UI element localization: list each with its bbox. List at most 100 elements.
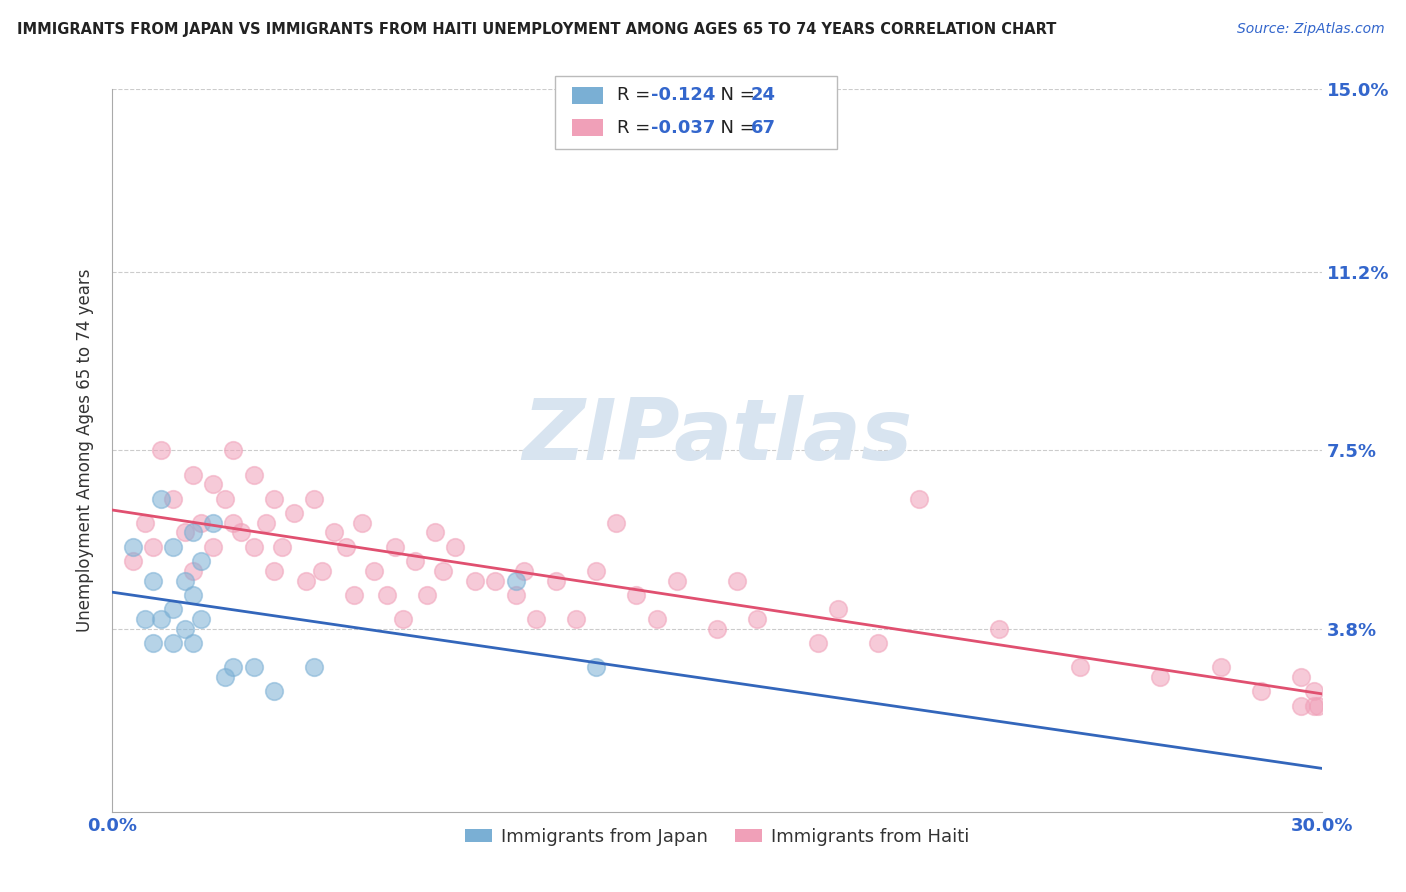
Point — [302, 660, 325, 674]
Point — [214, 670, 236, 684]
Point — [190, 516, 212, 530]
Point — [335, 540, 357, 554]
Point — [404, 554, 426, 568]
Point — [1069, 660, 1091, 674]
Point — [295, 574, 318, 588]
Point — [585, 660, 607, 674]
Point — [121, 540, 143, 554]
Point — [190, 612, 212, 626]
Point — [181, 564, 204, 578]
Point — [263, 491, 285, 506]
Text: R =: R = — [617, 87, 657, 104]
Text: ZIPatlas: ZIPatlas — [522, 394, 912, 477]
Legend: Immigrants from Japan, Immigrants from Haiti: Immigrants from Japan, Immigrants from H… — [457, 821, 977, 854]
Point — [544, 574, 567, 588]
Point — [190, 554, 212, 568]
Point — [645, 612, 668, 626]
Point — [134, 612, 156, 626]
Point — [202, 540, 225, 554]
Point — [263, 684, 285, 698]
Point — [242, 660, 264, 674]
Point — [375, 588, 398, 602]
Text: -0.124: -0.124 — [651, 87, 716, 104]
Point — [142, 540, 165, 554]
Point — [868, 636, 890, 650]
Point — [162, 491, 184, 506]
Point — [174, 574, 197, 588]
Point — [162, 540, 184, 554]
Point — [242, 540, 264, 554]
Point — [162, 602, 184, 616]
Point — [505, 574, 527, 588]
Point — [626, 588, 648, 602]
Point — [827, 602, 849, 616]
Text: Source: ZipAtlas.com: Source: ZipAtlas.com — [1237, 22, 1385, 37]
Point — [432, 564, 454, 578]
Point — [181, 467, 204, 482]
Point — [142, 636, 165, 650]
Point — [565, 612, 588, 626]
Point — [181, 588, 204, 602]
Text: R =: R = — [617, 119, 657, 136]
Point — [1302, 684, 1324, 698]
Point — [202, 516, 225, 530]
Point — [142, 574, 165, 588]
Point — [747, 612, 769, 626]
Point — [174, 622, 197, 636]
Point — [263, 564, 285, 578]
Point — [149, 491, 172, 506]
Point — [181, 636, 204, 650]
Point — [323, 525, 346, 540]
Point — [585, 564, 607, 578]
Point — [1302, 698, 1324, 713]
Point — [121, 554, 143, 568]
Point — [270, 540, 292, 554]
Point — [416, 588, 439, 602]
Text: N =: N = — [709, 119, 761, 136]
Point — [391, 612, 413, 626]
Point — [343, 588, 366, 602]
Point — [384, 540, 406, 554]
Point — [505, 588, 527, 602]
Point — [512, 564, 534, 578]
Point — [423, 525, 446, 540]
Point — [524, 612, 547, 626]
Point — [214, 491, 236, 506]
Point — [174, 525, 197, 540]
Point — [222, 660, 245, 674]
Text: N =: N = — [709, 87, 761, 104]
Point — [162, 636, 184, 650]
Point — [1291, 698, 1313, 713]
Point — [1209, 660, 1232, 674]
Point — [181, 525, 204, 540]
Point — [484, 574, 506, 588]
Point — [231, 525, 253, 540]
Point — [464, 574, 486, 588]
Point — [1250, 684, 1272, 698]
Point — [242, 467, 264, 482]
Text: 24: 24 — [751, 87, 776, 104]
Point — [807, 636, 830, 650]
Text: 67: 67 — [751, 119, 776, 136]
Point — [725, 574, 748, 588]
Point — [222, 443, 245, 458]
Point — [283, 506, 305, 520]
Text: -0.037: -0.037 — [651, 119, 716, 136]
Point — [149, 443, 172, 458]
Point — [1306, 698, 1329, 713]
Point — [222, 516, 245, 530]
Point — [1149, 670, 1171, 684]
Point — [605, 516, 627, 530]
Point — [444, 540, 467, 554]
Point — [1291, 670, 1313, 684]
Point — [254, 516, 277, 530]
Point — [907, 491, 929, 506]
Y-axis label: Unemployment Among Ages 65 to 74 years: Unemployment Among Ages 65 to 74 years — [76, 268, 94, 632]
Point — [352, 516, 374, 530]
Point — [311, 564, 333, 578]
Text: IMMIGRANTS FROM JAPAN VS IMMIGRANTS FROM HAITI UNEMPLOYMENT AMONG AGES 65 TO 74 : IMMIGRANTS FROM JAPAN VS IMMIGRANTS FROM… — [17, 22, 1056, 37]
Point — [706, 622, 728, 636]
Point — [134, 516, 156, 530]
Point — [363, 564, 385, 578]
Point — [302, 491, 325, 506]
